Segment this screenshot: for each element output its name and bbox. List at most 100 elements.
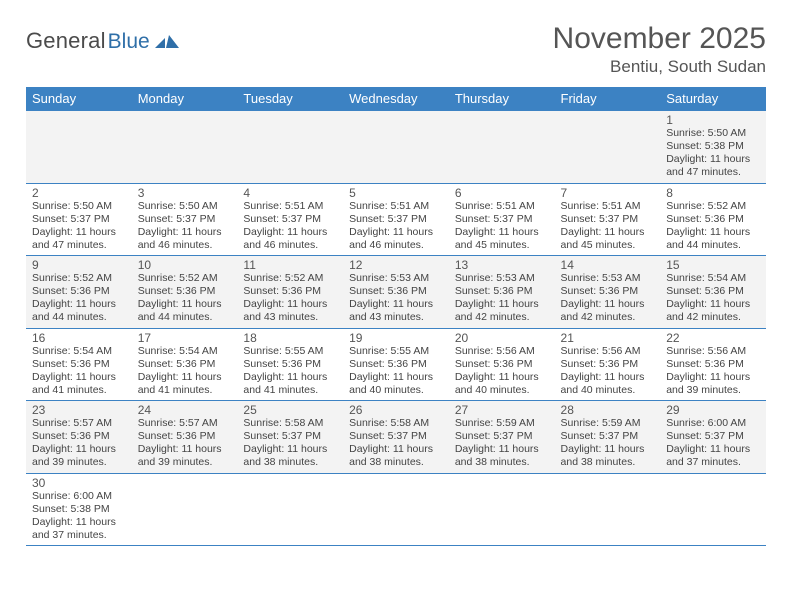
day-info-line: and 41 minutes. bbox=[243, 384, 339, 397]
day-info-line: and 44 minutes. bbox=[138, 311, 234, 324]
day-info-line: Sunset: 5:36 PM bbox=[561, 285, 657, 298]
logo-text-general: General bbox=[26, 28, 106, 54]
header: General Blue November 2025 Bentiu, South… bbox=[26, 22, 766, 77]
calendar-cell: 4Sunrise: 5:51 AMSunset: 5:37 PMDaylight… bbox=[237, 183, 343, 256]
calendar-cell: 16Sunrise: 5:54 AMSunset: 5:36 PMDayligh… bbox=[26, 328, 132, 401]
calendar-cell: 19Sunrise: 5:55 AMSunset: 5:36 PMDayligh… bbox=[343, 328, 449, 401]
day-info-line: Sunrise: 5:50 AM bbox=[138, 200, 234, 213]
day-header-row: Sunday Monday Tuesday Wednesday Thursday… bbox=[26, 87, 766, 111]
day-info-line: Daylight: 11 hours bbox=[138, 443, 234, 456]
calendar-table: Sunday Monday Tuesday Wednesday Thursday… bbox=[26, 87, 766, 546]
day-info-line: Sunset: 5:37 PM bbox=[32, 213, 128, 226]
logo-text-blue: Blue bbox=[108, 30, 150, 54]
day-info-line: Sunrise: 5:52 AM bbox=[243, 272, 339, 285]
day-info-line: Sunrise: 5:56 AM bbox=[561, 345, 657, 358]
day-info-line: and 38 minutes. bbox=[561, 456, 657, 469]
day-info-line: Sunset: 5:36 PM bbox=[138, 285, 234, 298]
day-info-line: and 40 minutes. bbox=[561, 384, 657, 397]
day-info-line: Daylight: 11 hours bbox=[349, 371, 445, 384]
day-info-line: Sunset: 5:36 PM bbox=[349, 285, 445, 298]
day-info-line: Sunset: 5:36 PM bbox=[561, 358, 657, 371]
day-number: 30 bbox=[32, 476, 128, 490]
day-number: 12 bbox=[349, 258, 445, 272]
day-header: Wednesday bbox=[343, 87, 449, 111]
calendar-cell: 22Sunrise: 5:56 AMSunset: 5:36 PMDayligh… bbox=[660, 328, 766, 401]
calendar-cell: 1Sunrise: 5:50 AMSunset: 5:38 PMDaylight… bbox=[660, 111, 766, 183]
day-info-line: Sunset: 5:37 PM bbox=[349, 430, 445, 443]
day-info-line: and 37 minutes. bbox=[666, 456, 762, 469]
calendar-cell: 3Sunrise: 5:50 AMSunset: 5:37 PMDaylight… bbox=[132, 183, 238, 256]
day-info-line: and 44 minutes. bbox=[32, 311, 128, 324]
day-info-line: Daylight: 11 hours bbox=[455, 443, 551, 456]
logo: General Blue bbox=[26, 28, 179, 54]
day-info-line: Daylight: 11 hours bbox=[349, 443, 445, 456]
day-info-line: Daylight: 11 hours bbox=[561, 226, 657, 239]
day-info-line: Daylight: 11 hours bbox=[243, 226, 339, 239]
day-info-line: and 46 minutes. bbox=[243, 239, 339, 252]
calendar-week-row: 16Sunrise: 5:54 AMSunset: 5:36 PMDayligh… bbox=[26, 328, 766, 401]
calendar-cell bbox=[343, 111, 449, 183]
calendar-cell: 28Sunrise: 5:59 AMSunset: 5:37 PMDayligh… bbox=[555, 401, 661, 474]
day-number: 5 bbox=[349, 186, 445, 200]
day-info-line: Daylight: 11 hours bbox=[32, 443, 128, 456]
day-info-line: Sunrise: 5:50 AM bbox=[32, 200, 128, 213]
day-info-line: and 44 minutes. bbox=[666, 239, 762, 252]
day-info-line: Sunrise: 5:52 AM bbox=[138, 272, 234, 285]
day-info-line: Daylight: 11 hours bbox=[138, 371, 234, 384]
calendar-cell bbox=[449, 473, 555, 546]
day-info-line: Daylight: 11 hours bbox=[455, 298, 551, 311]
day-info-line: Sunrise: 5:59 AM bbox=[561, 417, 657, 430]
day-info-line: Sunrise: 5:58 AM bbox=[243, 417, 339, 430]
day-info-line: Sunrise: 5:51 AM bbox=[349, 200, 445, 213]
day-info-line: and 43 minutes. bbox=[349, 311, 445, 324]
day-info-line: Sunrise: 5:55 AM bbox=[349, 345, 445, 358]
calendar-cell: 20Sunrise: 5:56 AMSunset: 5:36 PMDayligh… bbox=[449, 328, 555, 401]
title-month: November 2025 bbox=[553, 22, 766, 56]
day-header: Monday bbox=[132, 87, 238, 111]
day-info-line: Daylight: 11 hours bbox=[243, 298, 339, 311]
day-info-line: Sunrise: 5:54 AM bbox=[138, 345, 234, 358]
calendar-cell: 21Sunrise: 5:56 AMSunset: 5:36 PMDayligh… bbox=[555, 328, 661, 401]
day-info-line: Sunset: 5:37 PM bbox=[455, 430, 551, 443]
calendar-cell: 14Sunrise: 5:53 AMSunset: 5:36 PMDayligh… bbox=[555, 256, 661, 329]
calendar-cell: 17Sunrise: 5:54 AMSunset: 5:36 PMDayligh… bbox=[132, 328, 238, 401]
calendar-cell: 15Sunrise: 5:54 AMSunset: 5:36 PMDayligh… bbox=[660, 256, 766, 329]
day-info-line: Sunrise: 5:54 AM bbox=[32, 345, 128, 358]
calendar-cell bbox=[660, 473, 766, 546]
day-info-line: Sunset: 5:38 PM bbox=[666, 140, 762, 153]
day-info-line: and 40 minutes. bbox=[455, 384, 551, 397]
day-number: 26 bbox=[349, 403, 445, 417]
day-number: 19 bbox=[349, 331, 445, 345]
calendar-cell: 8Sunrise: 5:52 AMSunset: 5:36 PMDaylight… bbox=[660, 183, 766, 256]
day-info-line: Sunset: 5:36 PM bbox=[32, 358, 128, 371]
calendar-cell: 27Sunrise: 5:59 AMSunset: 5:37 PMDayligh… bbox=[449, 401, 555, 474]
day-info-line: and 45 minutes. bbox=[455, 239, 551, 252]
day-info-line: Sunset: 5:37 PM bbox=[243, 430, 339, 443]
day-number: 2 bbox=[32, 186, 128, 200]
day-number: 22 bbox=[666, 331, 762, 345]
day-info-line: Sunset: 5:37 PM bbox=[455, 213, 551, 226]
day-info-line: Sunrise: 5:57 AM bbox=[32, 417, 128, 430]
calendar-cell: 11Sunrise: 5:52 AMSunset: 5:36 PMDayligh… bbox=[237, 256, 343, 329]
calendar-cell: 26Sunrise: 5:58 AMSunset: 5:37 PMDayligh… bbox=[343, 401, 449, 474]
calendar-cell: 10Sunrise: 5:52 AMSunset: 5:36 PMDayligh… bbox=[132, 256, 238, 329]
day-info-line: Daylight: 11 hours bbox=[666, 298, 762, 311]
day-info-line: Sunset: 5:38 PM bbox=[32, 503, 128, 516]
day-header: Friday bbox=[555, 87, 661, 111]
day-info-line: and 43 minutes. bbox=[243, 311, 339, 324]
day-info-line: Sunset: 5:36 PM bbox=[455, 358, 551, 371]
day-info-line: Daylight: 11 hours bbox=[666, 153, 762, 166]
calendar-cell bbox=[555, 111, 661, 183]
calendar-cell: 25Sunrise: 5:58 AMSunset: 5:37 PMDayligh… bbox=[237, 401, 343, 474]
day-info-line: Daylight: 11 hours bbox=[666, 226, 762, 239]
day-info-line: Daylight: 11 hours bbox=[32, 226, 128, 239]
day-info-line: Sunrise: 5:52 AM bbox=[666, 200, 762, 213]
day-number: 9 bbox=[32, 258, 128, 272]
calendar-cell bbox=[449, 111, 555, 183]
title-block: November 2025 Bentiu, South Sudan bbox=[553, 22, 766, 77]
day-info-line: Sunrise: 5:59 AM bbox=[455, 417, 551, 430]
day-info-line: and 47 minutes. bbox=[666, 166, 762, 179]
day-info-line: Sunrise: 6:00 AM bbox=[32, 490, 128, 503]
day-info-line: Sunset: 5:36 PM bbox=[243, 285, 339, 298]
day-info-line: and 38 minutes. bbox=[243, 456, 339, 469]
